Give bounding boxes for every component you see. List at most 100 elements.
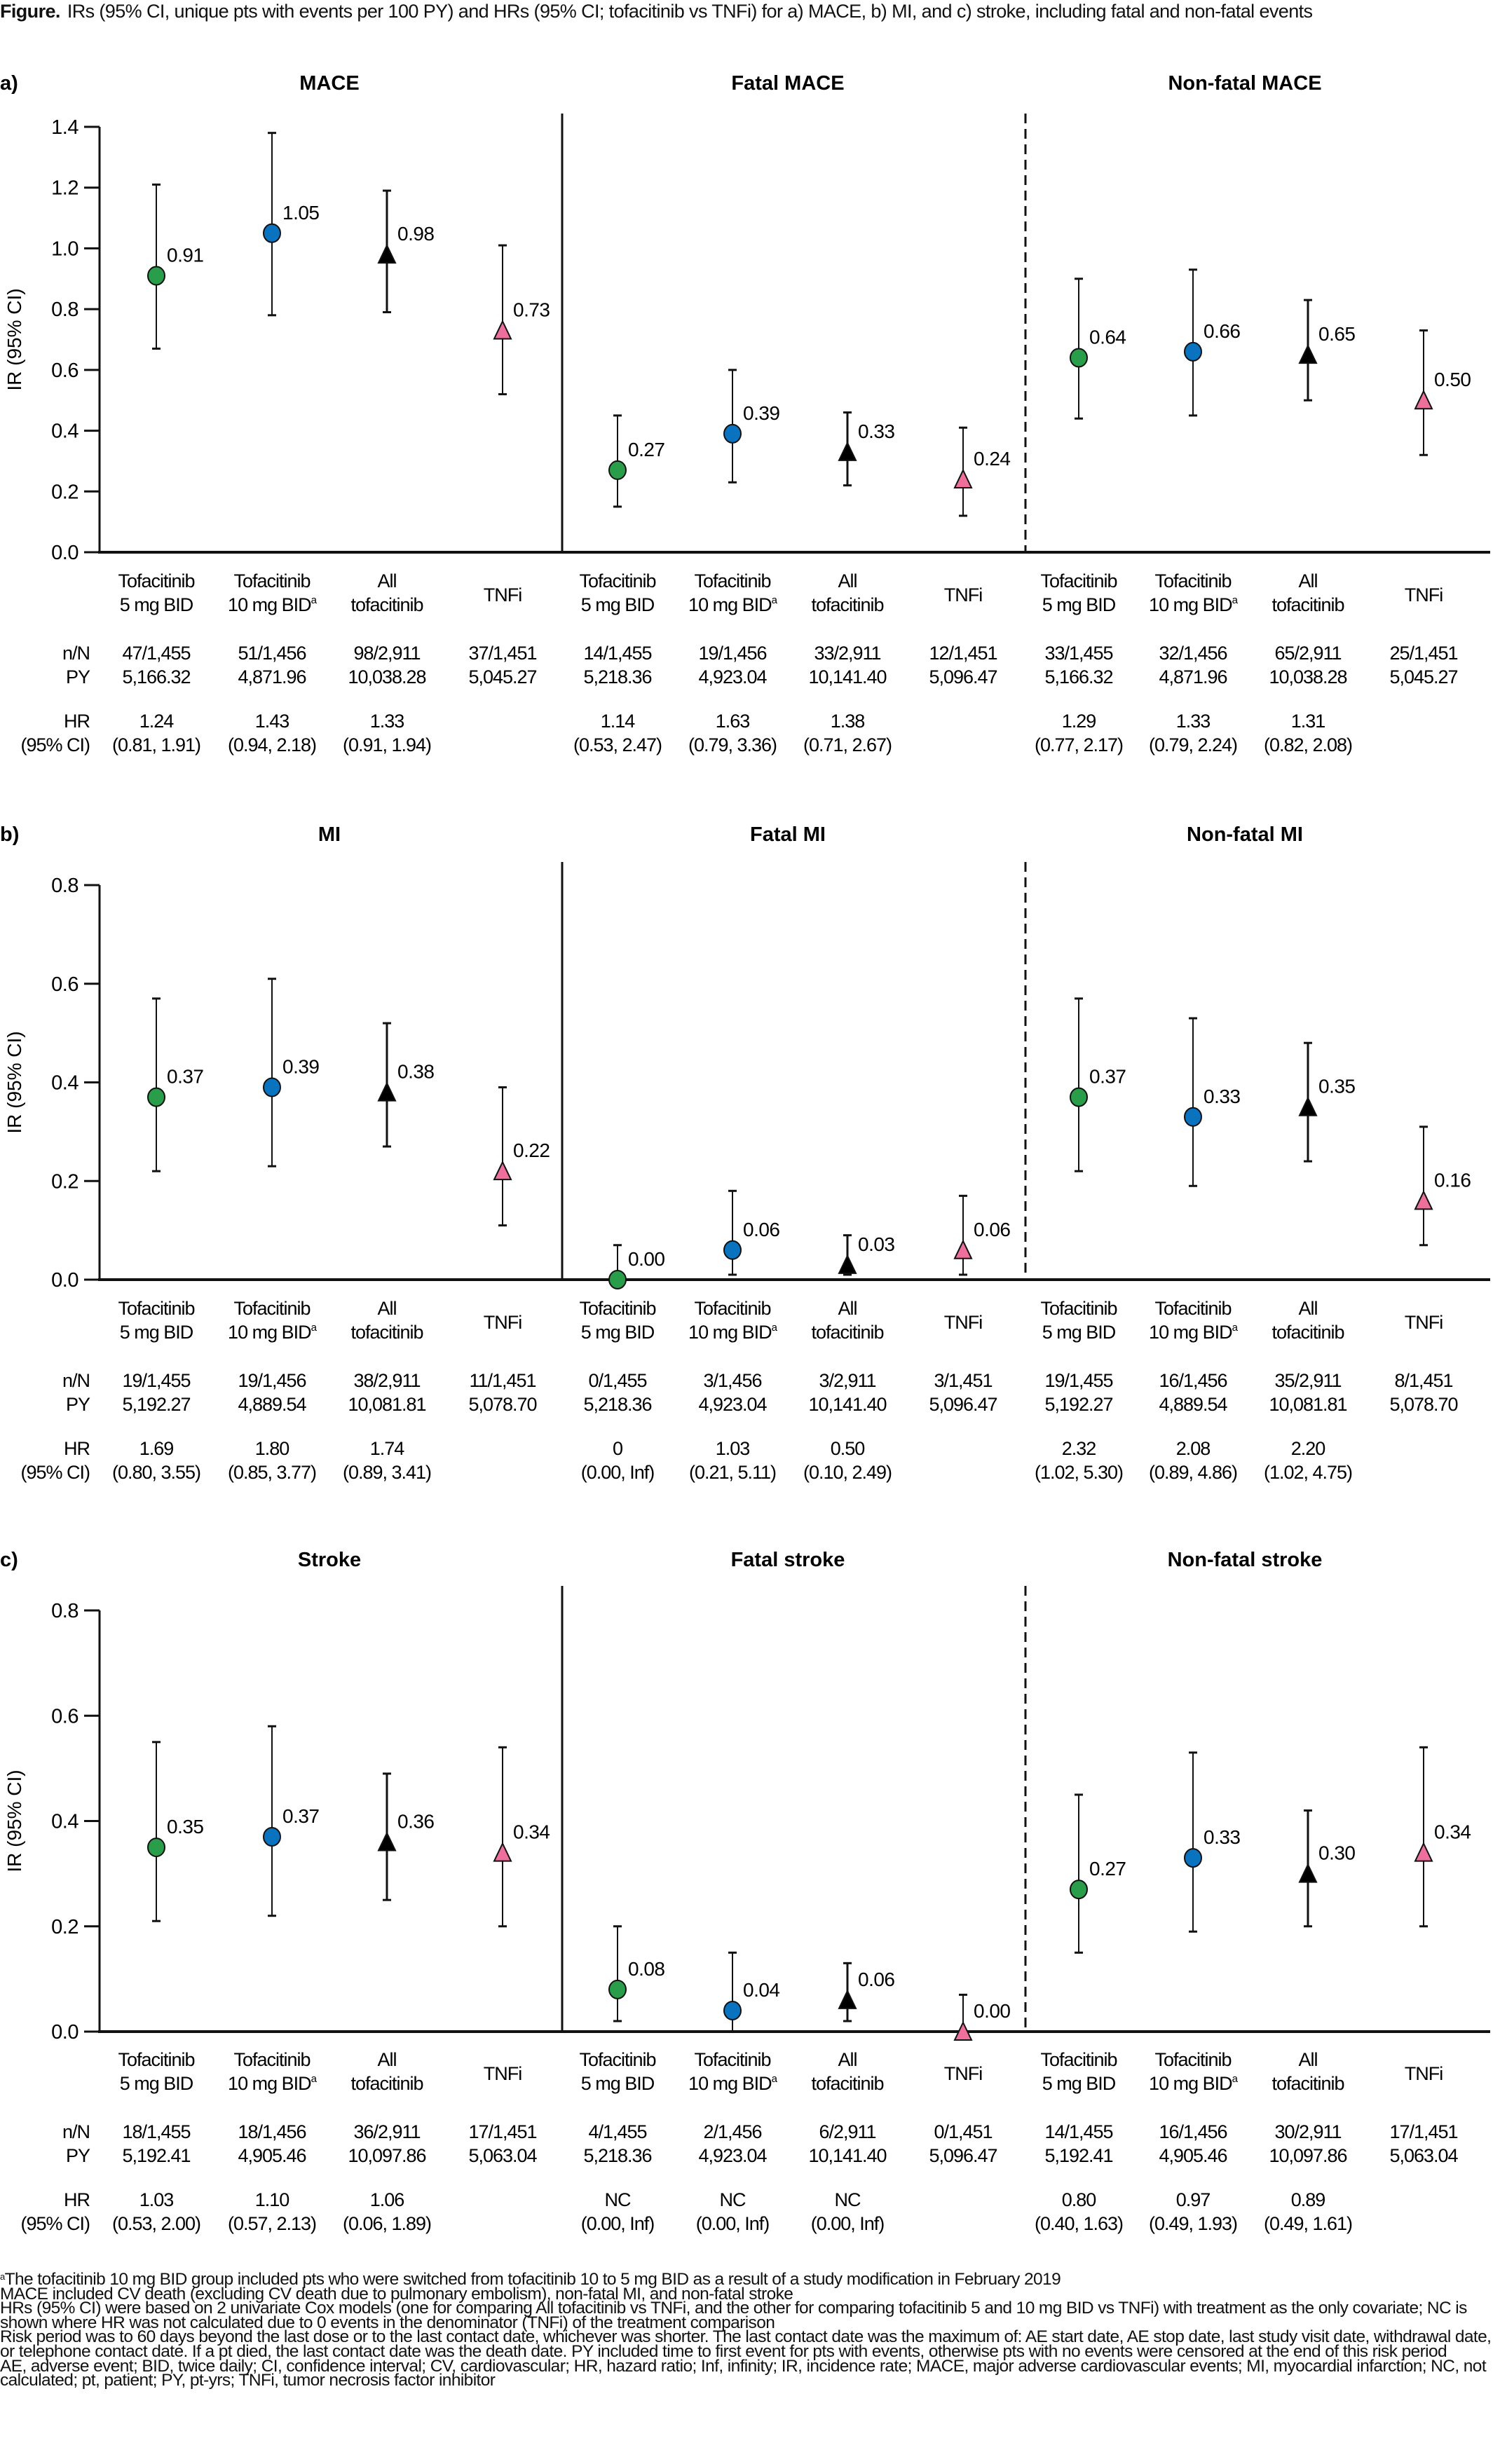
row-label-ci: (95% CI)	[20, 734, 90, 755]
group-label-line2: 10 mg BIDa	[1149, 2073, 1239, 2094]
hr-ci-value: (0.00, Inf)	[581, 2213, 655, 2234]
footnote-ref: a	[1232, 2073, 1239, 2085]
py-value: 10,081.81	[348, 1394, 425, 1415]
point-marker-tofa5	[1070, 348, 1088, 368]
data-label: 0.00	[628, 1248, 665, 1270]
group-label-line1: Tofacitinib	[694, 2049, 770, 2070]
group-label-line1: Tofacitinib	[233, 2049, 310, 2070]
hr-ci-value: (0.21, 5.11)	[689, 1462, 776, 1483]
group-label-line1: All	[1298, 2049, 1317, 2070]
group-label-line1: Tofacitinib	[1040, 2049, 1117, 2070]
data-label: 1.05	[282, 202, 320, 224]
data-label: 0.27	[628, 439, 665, 460]
footnote-ref: a	[1232, 594, 1239, 606]
point-marker-tofa5	[147, 266, 165, 286]
footnote-a-text: The tofacitinib 10 mg BID group included…	[4, 2270, 1061, 2289]
group-label-line2: tofacitinib	[1271, 1322, 1344, 1343]
n-over-N-value: 33/2,911	[814, 643, 880, 664]
py-value: 10,097.86	[1269, 2145, 1346, 2166]
footnote-ref: a	[311, 594, 318, 606]
footnote-ref: a	[311, 1322, 318, 1334]
data-label: 0.30	[1318, 1842, 1356, 1864]
group-label-line2: 10 mg BIDa	[228, 594, 318, 615]
data-label: 0.03	[858, 1233, 895, 1255]
subplot-title: Non-fatal MI	[1187, 823, 1303, 846]
group-label-line2: 10 mg BIDa	[1149, 594, 1239, 615]
y-tick-label: 0.4	[51, 420, 79, 443]
data-label: 0.33	[1204, 1826, 1241, 1848]
hr-ci-value: (0.79, 2.24)	[1149, 734, 1237, 755]
point-marker-tofa10	[723, 1240, 742, 1260]
n-over-N-value: 98/2,911	[353, 643, 420, 664]
y-tick-label: 0.8	[51, 875, 79, 897]
hr-ci-value: (0.89, 4.86)	[1149, 1462, 1237, 1483]
subplot-title: Stroke	[298, 1549, 361, 1571]
row-label-ci: (95% CI)	[20, 2213, 90, 2234]
hr-value: NC	[605, 2189, 631, 2210]
group-label-line1: All	[377, 570, 396, 591]
subplot-title: Fatal MI	[750, 823, 826, 846]
point-marker-all_tofa	[838, 1989, 857, 2009]
py-value: 5,192.27	[122, 1394, 190, 1415]
py-value: 5,045.27	[468, 666, 536, 687]
point-marker-tofa10	[263, 1827, 281, 1847]
y-axis-label: IR (95% CI)	[4, 288, 25, 390]
y-tick-label: 1.2	[51, 177, 79, 200]
subplot-non-fatal-mace: Non-fatal MACE 0.64 Tofacitinib 5 mg BID 33/…	[1035, 72, 1471, 755]
n-over-N-value: 32/1,456	[1159, 643, 1227, 664]
hr-ci-value: (0.06, 1.89)	[343, 2213, 431, 2234]
panel-label: a)	[0, 72, 18, 95]
group-label-line1: All	[838, 1298, 857, 1319]
group-label-line2: 10 mg BIDa	[688, 2073, 778, 2094]
group-label-line2: 10 mg BIDa	[1149, 1322, 1239, 1343]
group-label-line2: 5 mg BID	[1042, 594, 1116, 615]
n-over-N-value: 12/1,451	[929, 643, 997, 664]
n-over-N-value: 19/1,456	[698, 643, 766, 664]
n-over-N-value: 51/1,456	[238, 643, 306, 664]
data-label: 0.06	[858, 1969, 895, 1990]
py-value: 4,871.96	[238, 666, 306, 687]
hr-ci-value: (0.00, Inf)	[696, 2213, 770, 2234]
py-value: 5,192.27	[1044, 1394, 1112, 1415]
py-value: 5,096.47	[929, 1394, 997, 1415]
subplot-fatal-stroke: Fatal stroke 0.08 Tofacitinib 5 mg BID 4/1,4…	[579, 1549, 1011, 2234]
row-label-hr: HR	[64, 711, 90, 732]
hr-ci-value: (0.49, 1.61)	[1264, 2213, 1352, 2234]
point-marker-tnfi	[1414, 1190, 1433, 1210]
py-value: 4,905.46	[1159, 2145, 1227, 2166]
point-marker-all_tofa	[1298, 1863, 1318, 1883]
point-marker-tnfi	[953, 2020, 973, 2041]
hr-value: 1.31	[1291, 711, 1325, 732]
point-marker-tnfi	[953, 1239, 973, 1259]
py-value: 4,905.46	[238, 2145, 306, 2166]
data-label: 0.37	[282, 1805, 320, 1827]
panel-label: c)	[0, 1549, 18, 1571]
y-tick-label: 0.2	[51, 1170, 79, 1193]
n-over-N-value: 3/1,451	[934, 1370, 992, 1391]
point-marker-tnfi	[493, 320, 512, 340]
panel-a: a) 0.0 0.2 0.4 0.6 0.8 1.0 1.2 1.4 IR (95% CI) MAC…	[0, 72, 1490, 755]
point-marker-tnfi	[1414, 389, 1433, 410]
py-value: 5,192.41	[122, 2145, 190, 2166]
group-label-line1: Tofacitinib	[1154, 1298, 1231, 1319]
footnote-ref: a	[772, 1322, 778, 1334]
hr-value: 1.29	[1062, 711, 1096, 732]
footnote-hr-method: HRs (95% CI) were based on 2 univariate …	[0, 2299, 1467, 2332]
group-label-line1: Tofacitinib	[579, 570, 655, 591]
figure-caption-text: IRs (95% CI, unique pts with events per …	[67, 1, 1313, 22]
n-over-N-value: 6/2,911	[819, 2121, 875, 2142]
hr-value: 1.33	[370, 711, 404, 732]
row-label-nN: n/N	[62, 643, 90, 664]
row-label-nN: n/N	[62, 1370, 90, 1391]
group-label-line1: Tofacitinib	[1154, 570, 1231, 591]
hr-ci-value: (0.91, 1.94)	[343, 734, 431, 755]
footnote-a-marker: a	[0, 2271, 5, 2282]
group-label-line1: Tofacitinib	[118, 1298, 194, 1319]
data-label: 0.37	[1089, 1066, 1126, 1088]
n-over-N-value: 2/1,456	[703, 2121, 761, 2142]
group-label-line2: TNFi	[484, 2063, 521, 2084]
y-tick-label: 1.4	[51, 116, 79, 139]
data-label: 0.64	[1089, 327, 1126, 348]
py-value: 5,078.70	[468, 1394, 536, 1415]
data-label: 0.38	[397, 1061, 435, 1083]
